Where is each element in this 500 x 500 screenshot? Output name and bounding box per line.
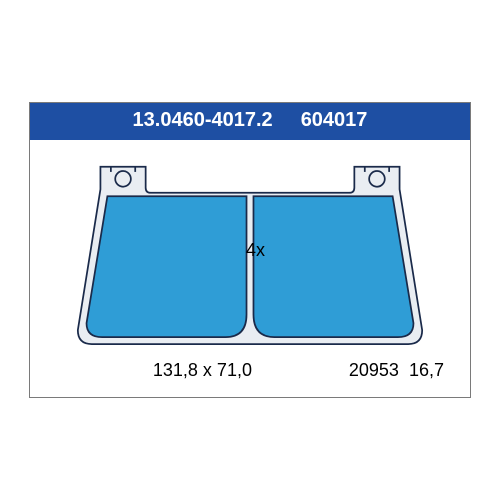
thickness: 16,7 <box>409 360 444 380</box>
part-number: 13.0460-4017.2 <box>133 109 273 132</box>
size-label: 131,8 x 71,0 <box>56 360 349 381</box>
card-body: 4x 131,8 x 71,0 20953 16,7 <box>30 140 470 397</box>
short-code: 604017 <box>301 109 368 132</box>
ref-code: 20953 <box>349 360 399 380</box>
quantity-label: 4x <box>246 240 265 261</box>
dimension-row: 131,8 x 71,0 20953 16,7 <box>48 358 452 387</box>
card-header: 13.0460-4017.2 604017 <box>30 103 470 140</box>
part-card: 13.0460-4017.2 604017 4x 131,8 x 71,0 20… <box>29 102 471 398</box>
ref-thickness: 20953 16,7 <box>349 360 444 381</box>
